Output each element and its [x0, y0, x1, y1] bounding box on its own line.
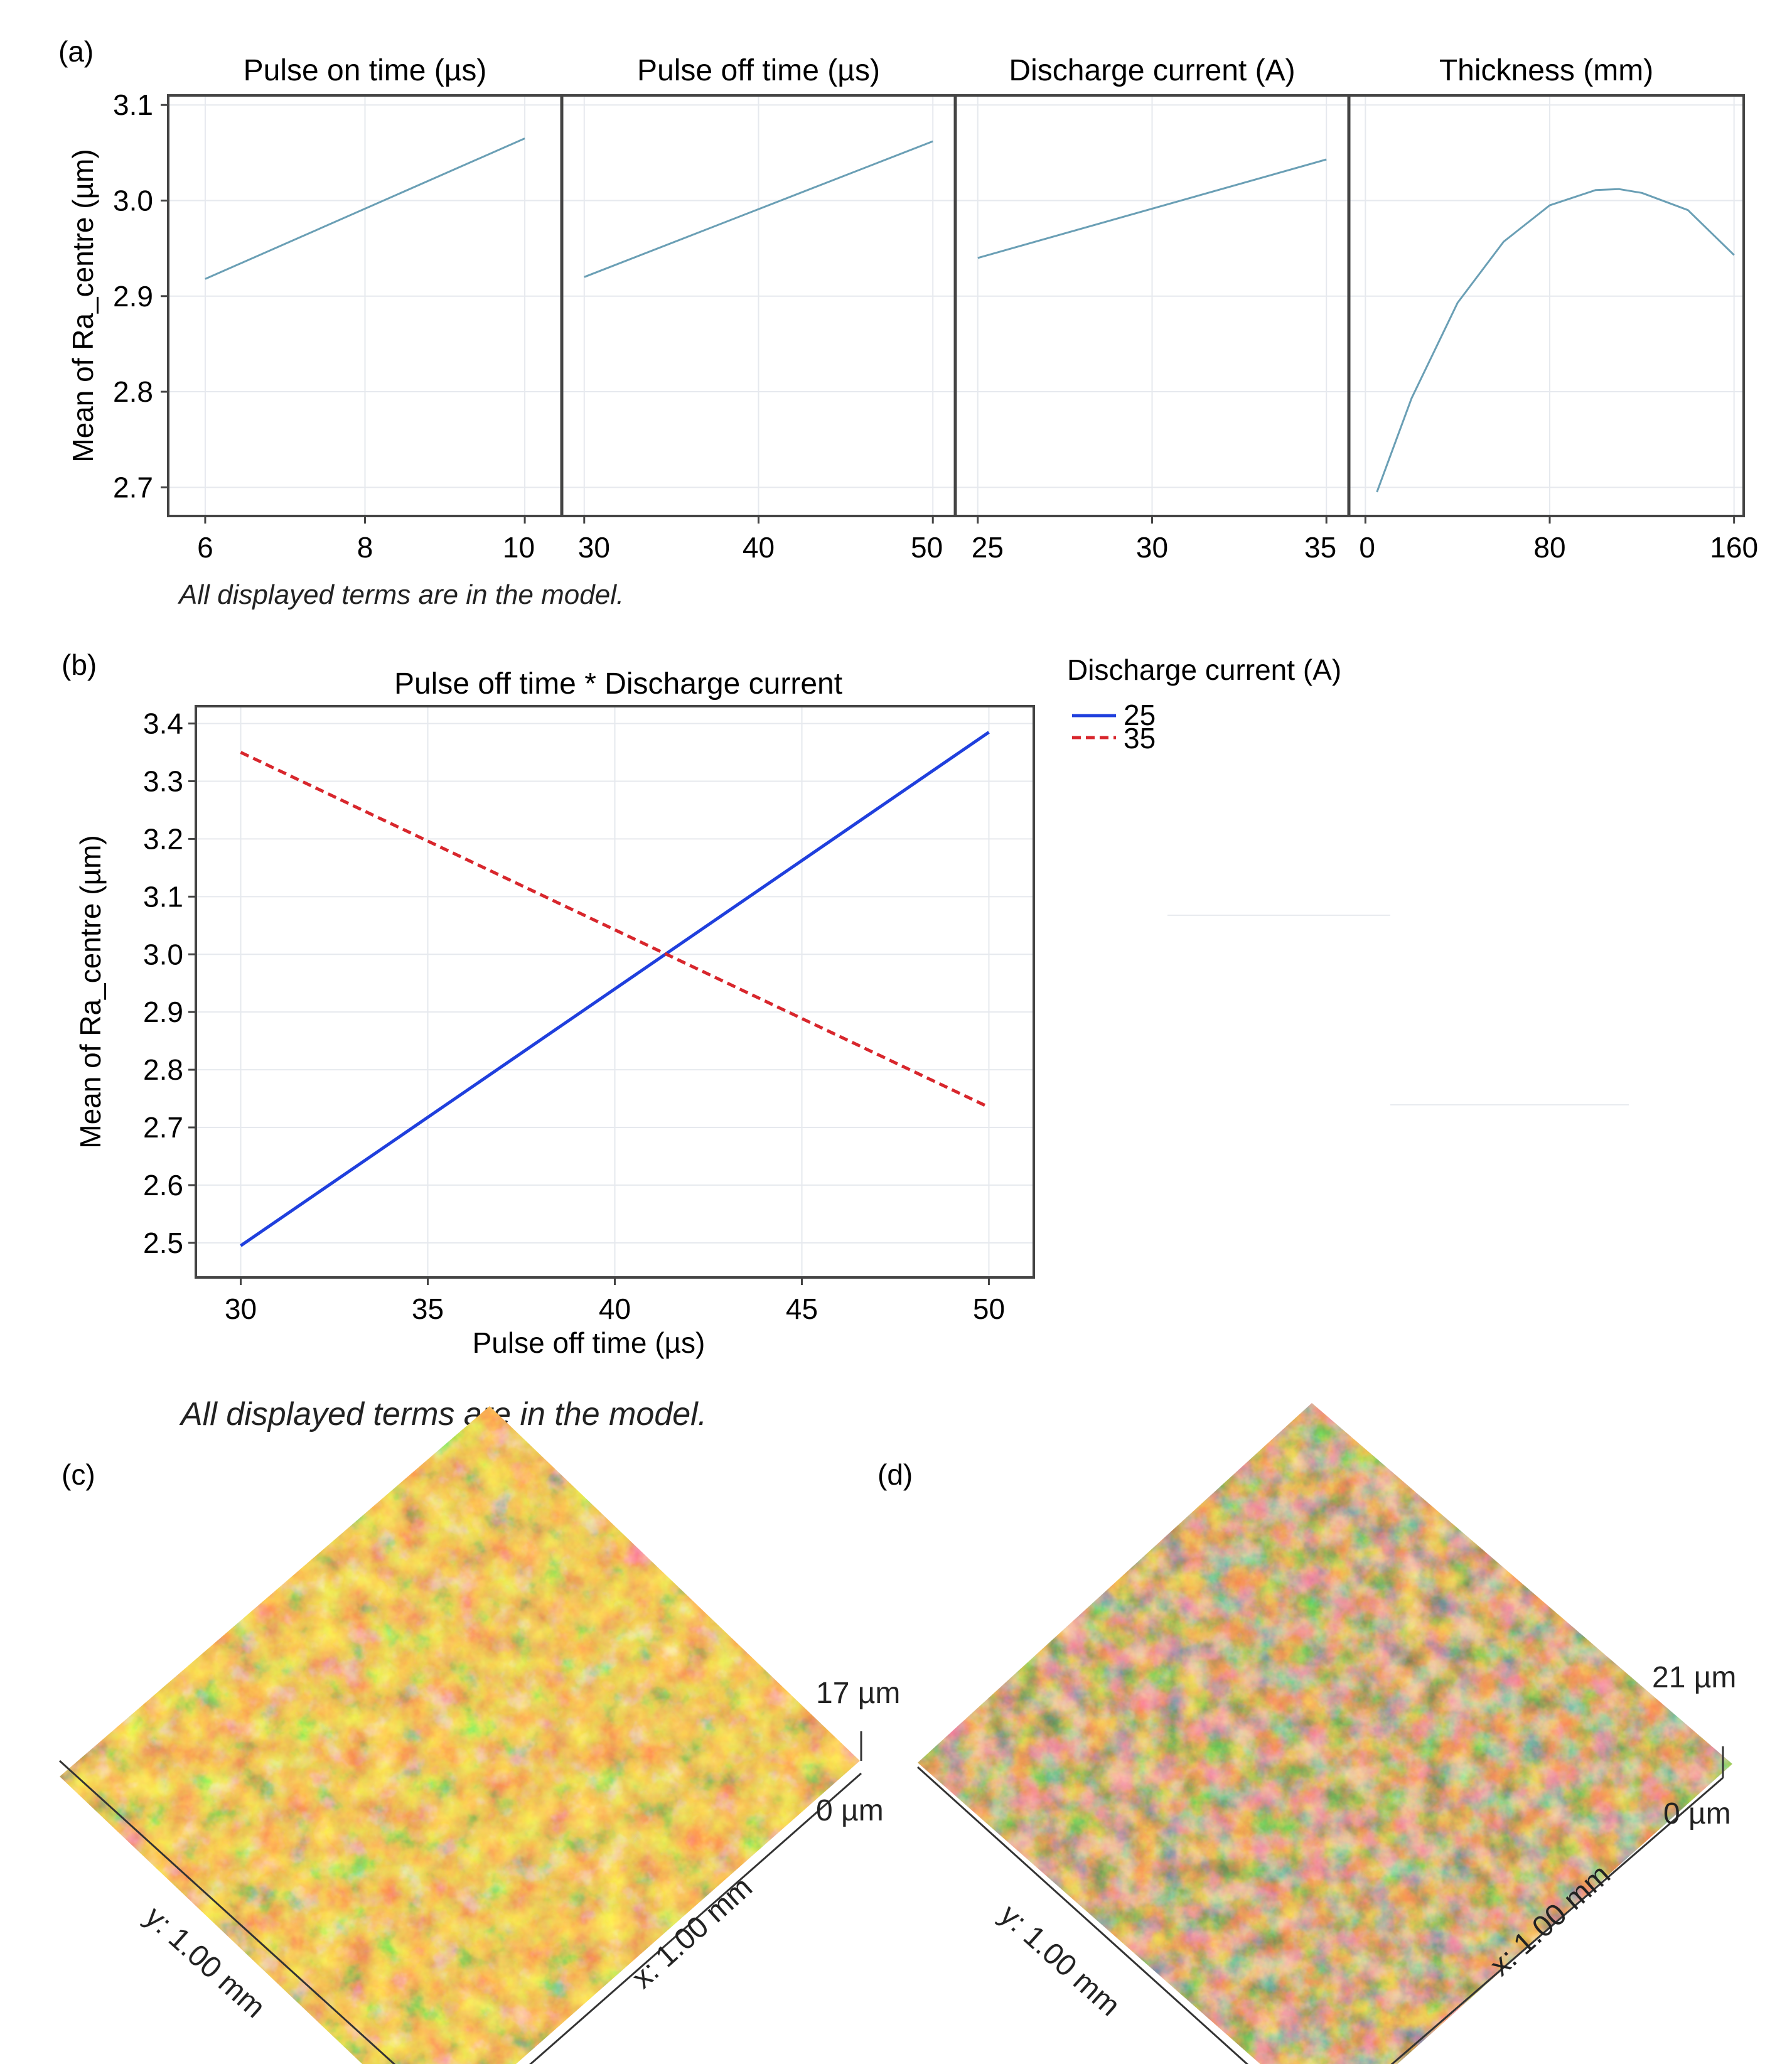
interaction-x-tick-label: 30: [225, 1293, 257, 1325]
interaction-x-tick-label: 40: [599, 1293, 631, 1325]
interaction-chart: Pulse off time * Discharge current 2.5 2.…: [74, 653, 1629, 1432]
main-effects-x-tick-label: 25: [972, 531, 1004, 564]
interaction-x-axis-title: Pulse off time (µs): [473, 1326, 706, 1359]
interaction-x-tick-label: 50: [973, 1293, 1005, 1325]
main-effects-x-tick-label: 6: [197, 531, 213, 564]
surface-d-x-axis: [1390, 1776, 1724, 2064]
surface-c: 17 µm 0 µm y: 1.00 mm x: 1.00 mm: [58, 1406, 900, 2064]
legend-title: Discharge current (A): [1067, 653, 1341, 686]
surface-d: 21 µm 0 µm y: 1.00 mm x: 1.00 mm: [916, 1403, 1736, 2064]
main-effects-x-tick-label: 30: [1136, 531, 1168, 564]
interaction-note: All displayed terms are in the model.: [179, 1396, 707, 1432]
main-effects-panel-title: Pulse off time (µs): [637, 54, 880, 87]
surface-c-min-label: 0 µm: [816, 1794, 884, 1827]
interaction-x-tick-label: 35: [412, 1293, 444, 1325]
main-effects-x-tick-label: 0: [1359, 531, 1375, 564]
surface-d-max-label: 21 µm: [1652, 1661, 1736, 1694]
main-effects-panel-title: Thickness (mm): [1439, 54, 1653, 87]
surface-c-texture: [60, 1406, 860, 2064]
main-effects-y-tick-label: 2.9: [113, 280, 153, 313]
panel-label-a: (a): [58, 35, 94, 68]
surface-d-texture: [918, 1403, 1732, 2064]
main-effect-line: [1376, 188, 1735, 493]
main-effects-y-tick-label: 3.1: [113, 89, 153, 121]
main-effects-panel-title: Pulse on time (µs): [244, 54, 487, 87]
interaction-y-tick-label: 2.5: [143, 1227, 183, 1259]
surface-c-max-label: 17 µm: [816, 1677, 900, 1710]
main-effects-x-tick-label: 30: [578, 531, 610, 564]
main-effects-y-tick-label: 2.7: [113, 471, 153, 503]
interaction-y-tick-label: 2.8: [143, 1053, 183, 1086]
main-effects-y-tick-label: 3.0: [113, 185, 153, 217]
main-effect-line: [584, 140, 933, 278]
main-effects-panel-title: Discharge current (A): [1009, 54, 1295, 87]
main-effects-x-tick-label: 50: [911, 531, 943, 564]
interaction-legend: Discharge current (A) 25 35: [1067, 653, 1341, 755]
interaction-series-line-25: [240, 731, 990, 1247]
panel-label-d: (d): [877, 1458, 913, 1491]
surface-c-y-axis: [58, 1760, 396, 2064]
main-effects-x-tick-label: 35: [1304, 531, 1336, 564]
interaction-y-axis-title: Mean of Ra_centre (µm): [74, 835, 107, 1148]
interaction-y-tick-label: 3.4: [143, 707, 183, 740]
surface-d-y-axis: [916, 1766, 1249, 2064]
main-effect-line: [977, 158, 1327, 259]
interaction-y-tick-label: 3.0: [143, 938, 183, 970]
main-effects-x-tick-label: 160: [1710, 531, 1758, 564]
legend-label-35: 35: [1124, 722, 1156, 755]
interaction-y-tick-label: 3.1: [143, 880, 183, 913]
main-effects-note: All displayed terms are in the model.: [177, 579, 624, 610]
main-effects-x-tick-label: 10: [503, 531, 535, 564]
interaction-y-tick-label: 2.9: [143, 996, 183, 1028]
panel-label-b: (b): [62, 648, 97, 681]
main-effect-line: [205, 137, 525, 280]
main-effects-x-tick-label: 80: [1533, 531, 1565, 564]
legend-label-25: 25: [1124, 699, 1156, 731]
interaction-y-tick-label: 3.3: [143, 765, 183, 797]
surface-c-x-axis: [529, 1772, 862, 2064]
interaction-title: Pulse off time * Discharge current: [394, 667, 842, 701]
main-effects-x-tick-label: 40: [743, 531, 775, 564]
main-effects-x-tick-label: 8: [357, 531, 373, 564]
main-effects-chart: Pulse on time (µs) Pulse off time (µs) Dis…: [67, 54, 1758, 610]
surface-d-min-label: 0 µm: [1663, 1797, 1731, 1830]
panel-label-c: (c): [62, 1458, 95, 1491]
main-effects-y-tick-label: 2.8: [113, 375, 153, 408]
main-effects-y-axis-title: Mean of Ra_centre (µm): [67, 149, 99, 462]
interaction-y-tick-label: 2.7: [143, 1111, 183, 1144]
interaction-x-tick-label: 45: [786, 1293, 818, 1325]
interaction-y-tick-label: 3.2: [143, 822, 183, 855]
interaction-y-tick-label: 2.6: [143, 1169, 183, 1201]
